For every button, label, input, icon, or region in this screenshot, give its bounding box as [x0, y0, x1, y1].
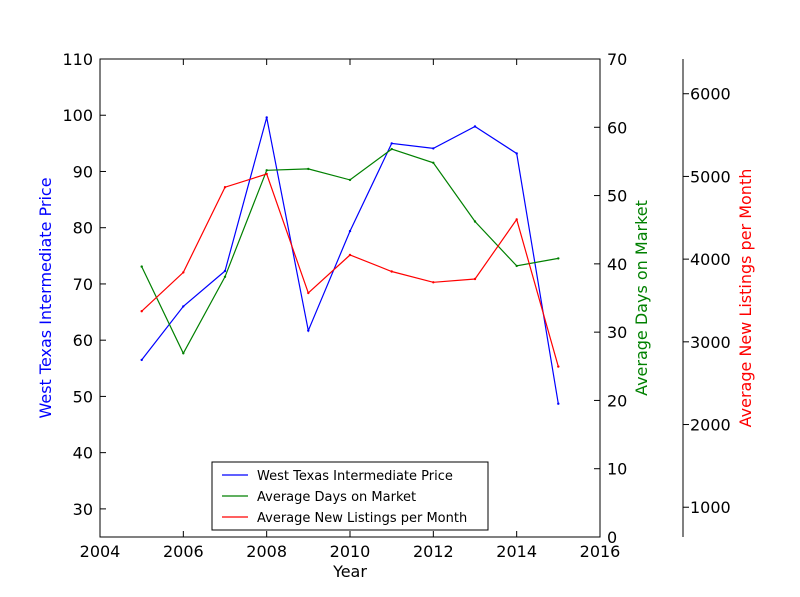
- far-right-tick-label: 4000: [690, 250, 731, 269]
- x-tick-label: 2012: [413, 542, 454, 561]
- left-tick-label: 40: [73, 444, 93, 463]
- series-1-point: [557, 402, 560, 405]
- right-tick-label: 50: [607, 187, 627, 206]
- series-2-point: [348, 178, 352, 182]
- series-1-point: [515, 152, 518, 155]
- axes-layer: [99, 58, 689, 538]
- legend-entry-label: Average New Listings per Month: [257, 511, 467, 526]
- series-3-point: [432, 281, 435, 284]
- right-tick-label: 20: [607, 391, 627, 410]
- series-3-point: [182, 271, 185, 274]
- series-2-point: [265, 169, 268, 172]
- x-tick-label: 2014: [496, 542, 537, 561]
- series-line-1: [141, 117, 559, 404]
- left-tick-label: 30: [73, 500, 93, 519]
- legend-entry-label: West Texas Intermediate Price: [257, 469, 453, 484]
- series-3-point: [265, 172, 268, 176]
- left-tick-label: 90: [73, 162, 93, 181]
- x-tick-label: 2008: [246, 542, 287, 561]
- left-tick-label: 80: [73, 219, 93, 238]
- x-tick-label: 2016: [580, 542, 621, 561]
- series-2-point: [140, 265, 143, 268]
- legend-entry-label: Average Days on Market: [257, 490, 416, 505]
- series-1-point: [223, 269, 227, 273]
- far-right-tick-label: 5000: [690, 167, 731, 186]
- series-2-point: [182, 352, 185, 355]
- x-tick-label: 2006: [163, 542, 204, 561]
- far-right-tick-label: 6000: [690, 85, 731, 104]
- series-3-point: [390, 270, 393, 273]
- x-axis-label: Year: [332, 562, 367, 581]
- series-3-point: [557, 365, 560, 368]
- left-tick-label: 100: [62, 106, 93, 125]
- series-2-point: [473, 220, 477, 223]
- right-tick-label: 60: [607, 118, 627, 137]
- legend-box: [211, 461, 489, 531]
- left-tick-label: 60: [73, 331, 93, 350]
- series-2-point: [223, 275, 227, 278]
- left-tick-label: 50: [73, 387, 93, 406]
- series-1-point: [348, 229, 352, 233]
- legend: West Texas Intermediate Price Average Day…: [211, 461, 489, 531]
- far-right-axis-label: Average New Listings per Month: [736, 169, 755, 428]
- series-1-point: [265, 116, 268, 119]
- right-tick-label: 10: [607, 460, 627, 479]
- series-line-3: [141, 173, 559, 367]
- far-right-tick-label: 3000: [690, 333, 731, 352]
- right-tick-label: 30: [607, 323, 627, 342]
- series-3-point: [307, 291, 310, 295]
- series-1-point: [307, 329, 310, 332]
- series-3-point: [473, 277, 477, 281]
- far-right-tick-label: 1000: [690, 498, 731, 517]
- series-2-point: [432, 161, 435, 164]
- x-tick-label: 2004: [80, 542, 121, 561]
- series-1-point: [473, 125, 477, 128]
- series-2-point: [390, 147, 393, 151]
- series-3-point: [348, 253, 352, 257]
- right-tick-label: 40: [607, 255, 627, 274]
- right-tick-label: 70: [607, 50, 627, 69]
- series-1-point: [432, 147, 435, 150]
- series-3-point: [140, 310, 143, 313]
- series-1-point: [140, 358, 143, 362]
- labels-layer: 2004 2006 2008 2010 2012 2014 2016Year30405060…: [36, 50, 755, 581]
- series-3-point: [223, 186, 227, 189]
- left-axis-label: West Texas Intermediate Price: [36, 177, 55, 418]
- left-tick-label: 70: [73, 275, 93, 294]
- series-1-point: [390, 142, 393, 145]
- right-tick-label: 0: [607, 528, 617, 547]
- series-2-point: [557, 257, 560, 260]
- series-1-point: [182, 305, 185, 308]
- left-tick-label: 110: [62, 50, 93, 69]
- series-2-point: [515, 264, 518, 268]
- right-axis-label: Average Days on Market: [632, 200, 651, 396]
- series-layer: [140, 116, 560, 405]
- x-tick-label: 2010: [330, 542, 371, 561]
- series-3-point: [515, 218, 518, 221]
- series-2-point: [307, 167, 310, 171]
- far-right-tick-label: 2000: [690, 416, 731, 435]
